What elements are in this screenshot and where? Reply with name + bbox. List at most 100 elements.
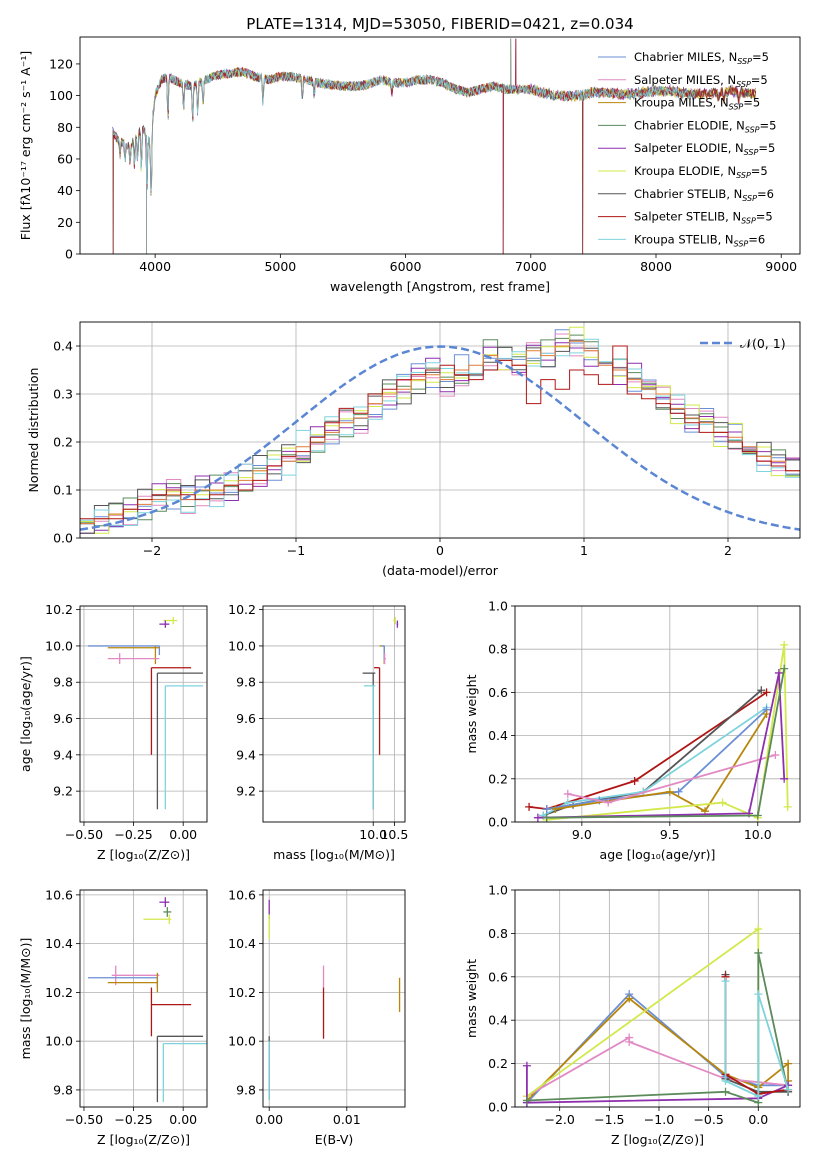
axes-frame: [514, 605, 801, 823]
x-tick-label: 1: [580, 543, 588, 558]
y-tick-label: 0.8: [488, 642, 508, 657]
y-tick-label: 9.8: [53, 1082, 73, 1097]
x-axis-label: E(B-V): [315, 1132, 354, 1147]
y-tick-label: 0.4: [53, 339, 73, 354]
y-tick-label: 0.2: [488, 1056, 508, 1071]
y-tick-label: 9.2: [236, 784, 256, 799]
y-tick-label: 10.2: [45, 985, 73, 1000]
weight-marker: [754, 1092, 763, 1101]
legend-label: Kroupa ELODIE, NSSP=5: [634, 164, 768, 180]
panel-mass-z: −0.50 −0.25 0.00 9.8 10.0 10.2 10.4 10.6 Z [log₁…: [18, 887, 208, 1147]
weight-line: [537, 672, 786, 819]
y-tick-label: 80: [57, 120, 73, 135]
x-axis-label: mass [log₁₀(M/M⊙)]: [273, 847, 395, 862]
y-tick-label: 10.4: [45, 936, 73, 951]
panel-weight-age: 9.0 9.5 10.0 0.0 0.2 0.4 0.6 0.8 1.0 age [log₁₀(a…: [464, 599, 801, 862]
x-tick-label: 0.00: [255, 1112, 283, 1127]
panel-spectrum: 4000 5000 6000 7000 8000 9000 0 20 40 60 80 100 120 w…: [18, 36, 801, 294]
legend: Chabrier MILES, NSSP=5 Salpeter MILES, NS…: [598, 50, 776, 248]
histogram-chabrier-stelib: [80, 339, 800, 534]
y-tick-label: 0.4: [488, 1013, 508, 1028]
y-tick-label: 9.6: [236, 711, 256, 726]
x-tick-label: 9000: [765, 259, 797, 274]
y-tick-label: 100: [49, 88, 73, 103]
weight-marker: [721, 1087, 730, 1096]
y-tick-label: 9.8: [236, 675, 256, 690]
panel-mass-ebv: 0.00 0.01 9.8 10.0 10.2 10.4 10.6 E(B-V): [228, 887, 406, 1147]
x-tick-label: 8000: [640, 259, 672, 274]
x-tick-label: 10.0: [744, 827, 772, 842]
y-tick-label: 10.2: [45, 602, 73, 617]
plot-area-mass-ebv: [268, 899, 401, 1100]
weight-marker: [780, 664, 789, 673]
weight-marker: [563, 789, 572, 798]
weight-marker: [721, 1076, 730, 1085]
weight-line: [542, 689, 762, 817]
y-tick-label: 0.2: [53, 435, 73, 450]
weight-marker: [757, 686, 766, 695]
x-tick-label: −1.5: [594, 1112, 624, 1127]
legend-label: Kroupa MILES, NSSP=5: [634, 96, 760, 112]
weight-marker: [542, 805, 551, 814]
histogram-kroupa-elodie: [80, 326, 800, 534]
y-tick-label: 0: [65, 247, 73, 262]
plot-area-weight-z: [522, 925, 793, 1107]
x-tick-label: −0.25: [114, 827, 152, 842]
weight-marker: [784, 1085, 793, 1094]
x-tick-label: 9.0: [572, 827, 592, 842]
weight-marker: [630, 776, 639, 785]
weight-marker: [771, 751, 780, 760]
x-tick-label: 7000: [515, 259, 547, 274]
y-tick-label: 9.6: [53, 711, 73, 726]
weight-marker: [604, 798, 613, 807]
y-tick-label: 9.2: [53, 784, 73, 799]
y-tick-label: 10.0: [45, 638, 73, 653]
x-axis-label: Z [log₁₀(Z/Z⊙)]: [97, 847, 190, 862]
legend-label: 𝒩(0, 1): [740, 336, 786, 351]
x-axis-label: age [log₁₀(age/yr)]: [600, 847, 716, 862]
weight-marker: [754, 990, 763, 999]
y-tick-label: 60: [57, 151, 73, 166]
x-tick-label: −2.0: [545, 1112, 575, 1127]
weight-marker: [762, 688, 771, 697]
y-tick-label: 9.4: [53, 747, 73, 762]
y-axis-label: age [log₁₀(age/yr)]: [18, 656, 33, 772]
x-tick-label: 10.0: [359, 827, 387, 842]
axes-frame: [79, 321, 801, 539]
weight-marker: [522, 1096, 531, 1105]
y-tick-label: 10.0: [228, 1034, 256, 1049]
weight-marker: [522, 1061, 531, 1070]
y-tick-label: 0.0: [53, 531, 73, 546]
x-axis-label: Z [log₁₀(Z/Z⊙)]: [611, 1132, 704, 1147]
y-tick-label: 9.8: [236, 1082, 256, 1097]
x-axis-label: Z [log₁₀(Z/Z⊙)]: [97, 1132, 190, 1147]
x-tick-label: 9.5: [660, 827, 680, 842]
histogram-chabrier-elodie: [80, 334, 800, 527]
x-tick-label: −1: [287, 543, 305, 558]
weight-marker: [774, 668, 783, 677]
x-tick-label: 10.5: [380, 827, 408, 842]
x-tick-label: 4000: [139, 259, 171, 274]
x-tick-label: −1.0: [644, 1112, 674, 1127]
y-axis-label: mass weight: [464, 959, 479, 1038]
y-tick-label: 20: [57, 215, 73, 230]
weight-marker: [780, 640, 789, 649]
histogram-salpeter-miles: [80, 333, 800, 534]
weight-marker: [754, 925, 763, 934]
y-tick-label: 1.0: [488, 599, 508, 614]
y-axis-label: Normed distribution: [26, 368, 41, 493]
x-tick-label: 0.01: [333, 1112, 361, 1127]
weight-marker: [665, 787, 674, 796]
axes-frame: [79, 36, 801, 255]
y-axis-label: mass [log₁₀(M/M⊙)]: [18, 938, 33, 1060]
plot-area-mass-z: [87, 897, 207, 1103]
plot-area-age-mass: [362, 616, 399, 810]
panel-residuals: −2 −1 0 1 2 0.0 0.1 0.2 0.3 0.4 (data-model)/error…: [26, 321, 801, 578]
x-axis-label: wavelength [Angstrom, rest frame]: [330, 279, 550, 294]
x-tick-label: 0: [436, 543, 444, 558]
y-tick-label: 9.4: [236, 747, 256, 762]
normal-curve: [80, 345, 800, 531]
y-tick-label: 10.6: [228, 887, 256, 902]
x-tick-label: 2: [724, 543, 732, 558]
